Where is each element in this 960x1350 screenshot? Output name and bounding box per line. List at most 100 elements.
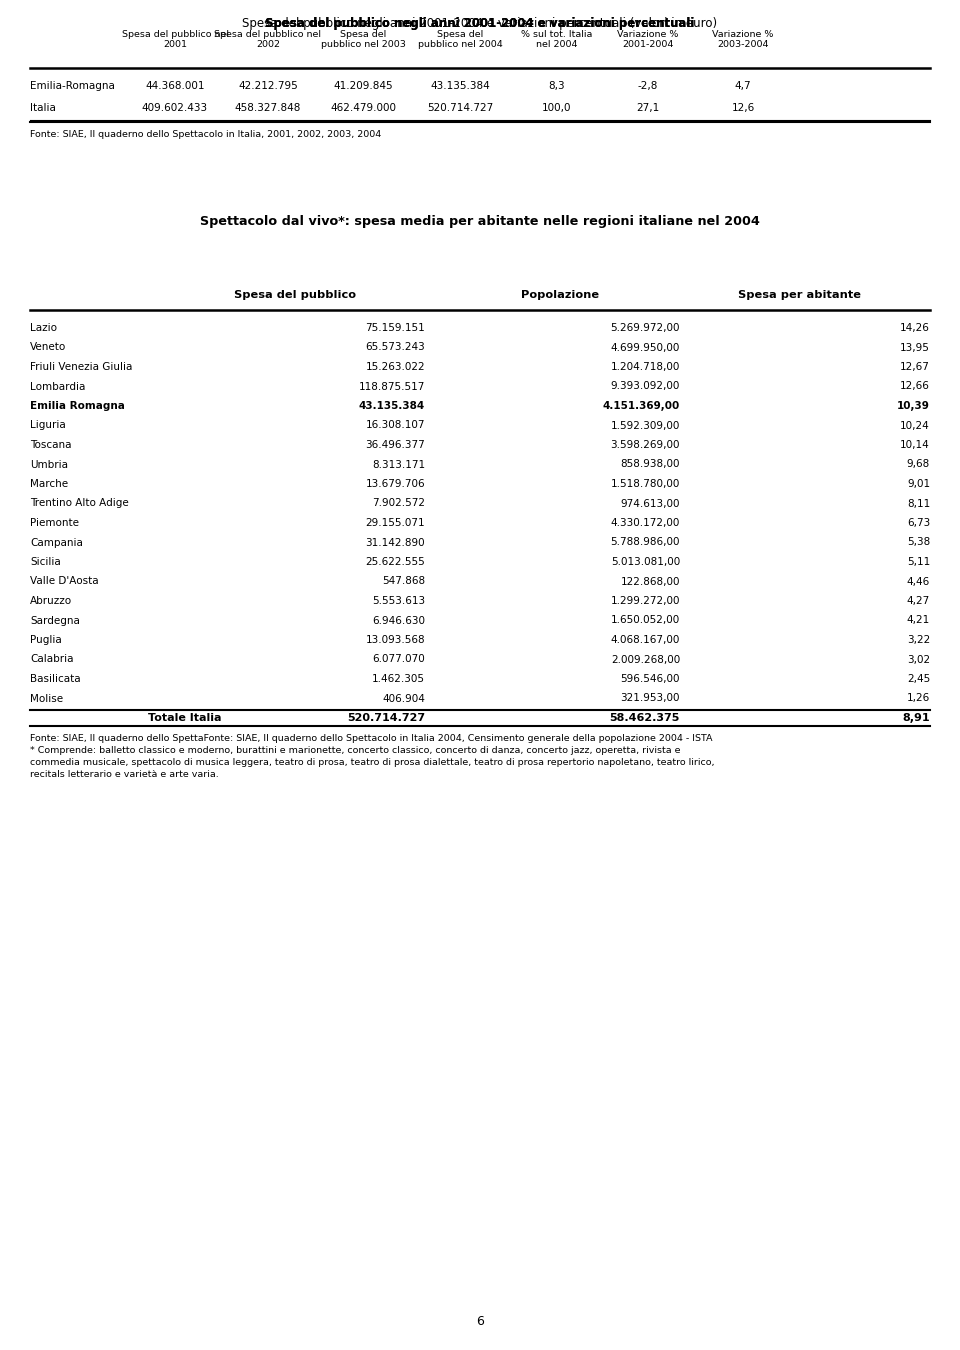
Text: 5,38: 5,38: [907, 537, 930, 548]
Text: 409.602.433: 409.602.433: [142, 103, 208, 113]
Text: Spesa del pubblico negli anni 2001-2004 e variazioni percentuali (valori in euro: Spesa del pubblico negli anni 2001-2004 …: [243, 18, 717, 30]
Text: Sicilia: Sicilia: [30, 558, 60, 567]
Text: Toscana: Toscana: [30, 440, 71, 450]
Text: 4,7: 4,7: [734, 81, 752, 90]
Text: 547.868: 547.868: [382, 576, 425, 586]
Text: Molise: Molise: [30, 694, 63, 703]
Text: 9,01: 9,01: [907, 479, 930, 489]
Text: Popolazione: Popolazione: [521, 290, 599, 300]
Text: Spesa del
pubblico nel 2004: Spesa del pubblico nel 2004: [418, 30, 502, 50]
Text: Spesa del pubblico negli anni 2001-2004 e variazioni percentuali: Spesa del pubblico negli anni 2001-2004 …: [265, 18, 695, 30]
Text: 8.313.171: 8.313.171: [372, 459, 425, 470]
Text: Spesa del
pubblico nel 2003: Spesa del pubblico nel 2003: [321, 30, 405, 50]
Text: Campania: Campania: [30, 537, 83, 548]
Text: 122.868,00: 122.868,00: [620, 576, 680, 586]
Text: Umbria: Umbria: [30, 459, 68, 470]
Text: 75.159.151: 75.159.151: [365, 323, 425, 333]
Text: 8,91: 8,91: [902, 713, 930, 724]
Text: Marche: Marche: [30, 479, 68, 489]
Text: 5.013.081,00: 5.013.081,00: [611, 558, 680, 567]
Text: 44.368.001: 44.368.001: [145, 81, 204, 90]
Text: Variazione %
2001-2004: Variazione % 2001-2004: [617, 30, 679, 50]
Text: 58.462.375: 58.462.375: [610, 713, 680, 724]
Text: 31.142.890: 31.142.890: [366, 537, 425, 548]
Text: Trentino Alto Adige: Trentino Alto Adige: [30, 498, 129, 509]
Text: 65.573.243: 65.573.243: [365, 343, 425, 352]
Text: 10,39: 10,39: [898, 401, 930, 410]
Text: Friuli Venezia Giulia: Friuli Venezia Giulia: [30, 362, 132, 373]
Text: 43.135.384: 43.135.384: [430, 81, 490, 90]
Text: 6.946.630: 6.946.630: [372, 616, 425, 625]
Text: 6.077.070: 6.077.070: [372, 655, 425, 664]
Text: 1.299.272,00: 1.299.272,00: [611, 595, 680, 606]
Text: 458.327.848: 458.327.848: [235, 103, 301, 113]
Text: Sardegna: Sardegna: [30, 616, 80, 625]
Text: 4.699.950,00: 4.699.950,00: [611, 343, 680, 352]
Text: commedia musicale, spettacolo di musica leggera, teatro di prosa, teatro di pros: commedia musicale, spettacolo di musica …: [30, 757, 714, 767]
Text: 43.135.384: 43.135.384: [359, 401, 425, 410]
Text: 25.622.555: 25.622.555: [365, 558, 425, 567]
Text: Abruzzo: Abruzzo: [30, 595, 72, 606]
Text: 1,26: 1,26: [907, 694, 930, 703]
Text: Puglia: Puglia: [30, 634, 61, 645]
Text: 596.546,00: 596.546,00: [620, 674, 680, 684]
Text: Spesa del pubblico nel
2001: Spesa del pubblico nel 2001: [122, 30, 228, 50]
Text: 1.204.718,00: 1.204.718,00: [611, 362, 680, 373]
Text: Spesa del pubblico negli anni 2001-2004 e variazioni percentuali: Spesa del pubblico negli anni 2001-2004 …: [265, 18, 695, 30]
Text: 6,73: 6,73: [907, 518, 930, 528]
Text: Italia: Italia: [30, 103, 56, 113]
Text: 5.269.972,00: 5.269.972,00: [611, 323, 680, 333]
Text: 321.953,00: 321.953,00: [620, 694, 680, 703]
Text: 4,27: 4,27: [907, 595, 930, 606]
Text: 13.679.706: 13.679.706: [366, 479, 425, 489]
Text: 13,95: 13,95: [900, 343, 930, 352]
Text: 406.904: 406.904: [382, 694, 425, 703]
Text: 3.598.269,00: 3.598.269,00: [611, 440, 680, 450]
Text: 1.650.052,00: 1.650.052,00: [611, 616, 680, 625]
Text: Spesa del pubblico: Spesa del pubblico: [234, 290, 356, 300]
Text: Emilia Romagna: Emilia Romagna: [30, 401, 125, 410]
Text: 100,0: 100,0: [542, 103, 572, 113]
Text: recitals letterario e varietà e arte varia.: recitals letterario e varietà e arte var…: [30, 769, 219, 779]
Text: 10,24: 10,24: [900, 420, 930, 431]
Text: 6: 6: [476, 1315, 484, 1328]
Text: 7.902.572: 7.902.572: [372, 498, 425, 509]
Text: 10,14: 10,14: [900, 440, 930, 450]
Text: 5.553.613: 5.553.613: [372, 595, 425, 606]
Text: -2,8: -2,8: [637, 81, 659, 90]
Text: 4.068.167,00: 4.068.167,00: [611, 634, 680, 645]
Text: Valle D'Aosta: Valle D'Aosta: [30, 576, 99, 586]
Text: 4,21: 4,21: [907, 616, 930, 625]
Text: Lombardia: Lombardia: [30, 382, 85, 391]
Text: Calabria: Calabria: [30, 655, 74, 664]
Text: 4.330.172,00: 4.330.172,00: [611, 518, 680, 528]
Text: 1.518.780,00: 1.518.780,00: [611, 479, 680, 489]
Text: % sul tot. Italia
nel 2004: % sul tot. Italia nel 2004: [521, 30, 592, 50]
Text: Spettacolo dal vivo*: spesa media per abitante nelle regioni italiane nel 2004: Spettacolo dal vivo*: spesa media per ab…: [200, 215, 760, 228]
Text: 3,22: 3,22: [907, 634, 930, 645]
Text: 12,66: 12,66: [900, 382, 930, 391]
Text: 5.788.986,00: 5.788.986,00: [611, 537, 680, 548]
Text: Spesa del pubblico nel
2002: Spesa del pubblico nel 2002: [214, 30, 322, 50]
Text: 462.479.000: 462.479.000: [330, 103, 396, 113]
Text: Fonte: SIAE, Il quaderno dello SpettaFonte: SIAE, Il quaderno dello Spettacolo i: Fonte: SIAE, Il quaderno dello SpettaFon…: [30, 734, 712, 743]
Text: 16.308.107: 16.308.107: [366, 420, 425, 431]
Text: 42.212.795: 42.212.795: [238, 81, 298, 90]
Text: 29.155.071: 29.155.071: [366, 518, 425, 528]
Text: Lazio: Lazio: [30, 323, 57, 333]
Text: 1.462.305: 1.462.305: [372, 674, 425, 684]
Text: 41.209.845: 41.209.845: [333, 81, 393, 90]
Text: 15.263.022: 15.263.022: [366, 362, 425, 373]
Text: 8,11: 8,11: [907, 498, 930, 509]
Text: 9,68: 9,68: [907, 459, 930, 470]
Text: Fonte: SIAE, Il quaderno dello Spettacolo in Italia, 2001, 2002, 2003, 2004: Fonte: SIAE, Il quaderno dello Spettacol…: [30, 130, 381, 139]
Text: Liguria: Liguria: [30, 420, 65, 431]
Text: 4,46: 4,46: [907, 576, 930, 586]
Text: 5,11: 5,11: [907, 558, 930, 567]
Text: Veneto: Veneto: [30, 343, 66, 352]
Text: 118.875.517: 118.875.517: [359, 382, 425, 391]
Text: Variazione %
2003-2004: Variazione % 2003-2004: [712, 30, 774, 50]
Text: 36.496.377: 36.496.377: [365, 440, 425, 450]
Text: 974.613,00: 974.613,00: [620, 498, 680, 509]
Text: Spesa per abitante: Spesa per abitante: [738, 290, 861, 300]
